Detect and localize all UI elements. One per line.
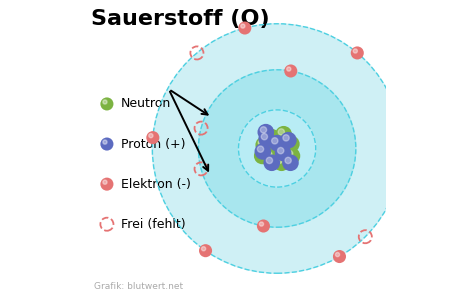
Circle shape bbox=[284, 64, 297, 78]
Circle shape bbox=[254, 148, 271, 164]
Circle shape bbox=[257, 219, 270, 233]
Circle shape bbox=[265, 151, 272, 158]
Circle shape bbox=[287, 67, 291, 71]
Circle shape bbox=[259, 222, 264, 226]
Circle shape bbox=[282, 154, 299, 171]
Circle shape bbox=[199, 244, 212, 257]
Circle shape bbox=[283, 136, 300, 152]
Circle shape bbox=[263, 148, 280, 165]
Circle shape bbox=[280, 132, 297, 148]
Circle shape bbox=[333, 250, 346, 263]
Circle shape bbox=[103, 180, 107, 184]
Circle shape bbox=[283, 148, 300, 164]
Circle shape bbox=[275, 145, 292, 161]
Circle shape bbox=[391, 174, 404, 187]
Circle shape bbox=[257, 124, 274, 140]
Text: Neutron: Neutron bbox=[121, 97, 171, 110]
Circle shape bbox=[266, 157, 273, 164]
Circle shape bbox=[261, 134, 267, 140]
Circle shape bbox=[258, 131, 275, 147]
Circle shape bbox=[276, 157, 283, 164]
Circle shape bbox=[264, 129, 280, 146]
Circle shape bbox=[241, 24, 245, 28]
Text: Sauerstoff (O): Sauerstoff (O) bbox=[91, 9, 270, 29]
Circle shape bbox=[100, 138, 113, 151]
Circle shape bbox=[258, 140, 264, 146]
Circle shape bbox=[278, 129, 284, 135]
Circle shape bbox=[149, 134, 153, 138]
Circle shape bbox=[152, 24, 402, 273]
Circle shape bbox=[275, 126, 292, 143]
Circle shape bbox=[146, 131, 159, 144]
Circle shape bbox=[255, 137, 272, 153]
Text: Proton (+): Proton (+) bbox=[121, 138, 185, 151]
Circle shape bbox=[103, 140, 107, 144]
Circle shape bbox=[285, 157, 292, 164]
Circle shape bbox=[257, 151, 263, 157]
Circle shape bbox=[255, 143, 271, 160]
Circle shape bbox=[100, 178, 113, 191]
Circle shape bbox=[278, 148, 284, 154]
Circle shape bbox=[273, 154, 290, 171]
Circle shape bbox=[286, 151, 293, 157]
Circle shape bbox=[238, 21, 251, 34]
Circle shape bbox=[100, 97, 113, 110]
Circle shape bbox=[336, 252, 339, 257]
Circle shape bbox=[238, 110, 316, 187]
Circle shape bbox=[201, 247, 206, 251]
Text: Elektron (-): Elektron (-) bbox=[121, 178, 191, 191]
Text: Frei (fehlt): Frei (fehlt) bbox=[121, 218, 185, 231]
Text: Grafik: blutwert.net: Grafik: blutwert.net bbox=[94, 282, 183, 291]
Circle shape bbox=[264, 154, 280, 171]
Circle shape bbox=[353, 49, 357, 53]
Circle shape bbox=[199, 70, 356, 227]
Circle shape bbox=[266, 132, 273, 138]
Circle shape bbox=[286, 139, 292, 145]
Circle shape bbox=[257, 146, 264, 152]
Circle shape bbox=[272, 138, 278, 144]
Circle shape bbox=[269, 135, 285, 151]
Circle shape bbox=[351, 46, 364, 59]
Circle shape bbox=[283, 135, 289, 141]
Circle shape bbox=[393, 177, 398, 181]
Circle shape bbox=[103, 100, 107, 104]
Circle shape bbox=[260, 127, 267, 133]
